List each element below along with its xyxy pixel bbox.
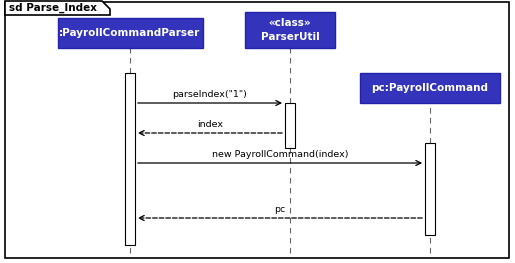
Text: sd Parse_Index: sd Parse_Index: [9, 3, 97, 13]
Bar: [425, 143, 435, 235]
Text: pc: pc: [274, 205, 286, 214]
Text: «class»
ParserUtil: «class» ParserUtil: [261, 18, 319, 42]
Bar: [58, 18, 202, 48]
Text: index: index: [197, 120, 223, 129]
Text: :PayrollCommandParser: :PayrollCommandParser: [59, 28, 201, 38]
Bar: [285, 103, 295, 148]
Text: pc:PayrollCommand: pc:PayrollCommand: [371, 83, 489, 93]
Bar: [360, 73, 500, 103]
Bar: [125, 73, 135, 245]
Text: new PayrollCommand(index): new PayrollCommand(index): [212, 150, 348, 159]
Polygon shape: [5, 1, 110, 15]
Text: parseIndex("1"): parseIndex("1"): [173, 90, 247, 99]
Bar: [245, 12, 335, 48]
